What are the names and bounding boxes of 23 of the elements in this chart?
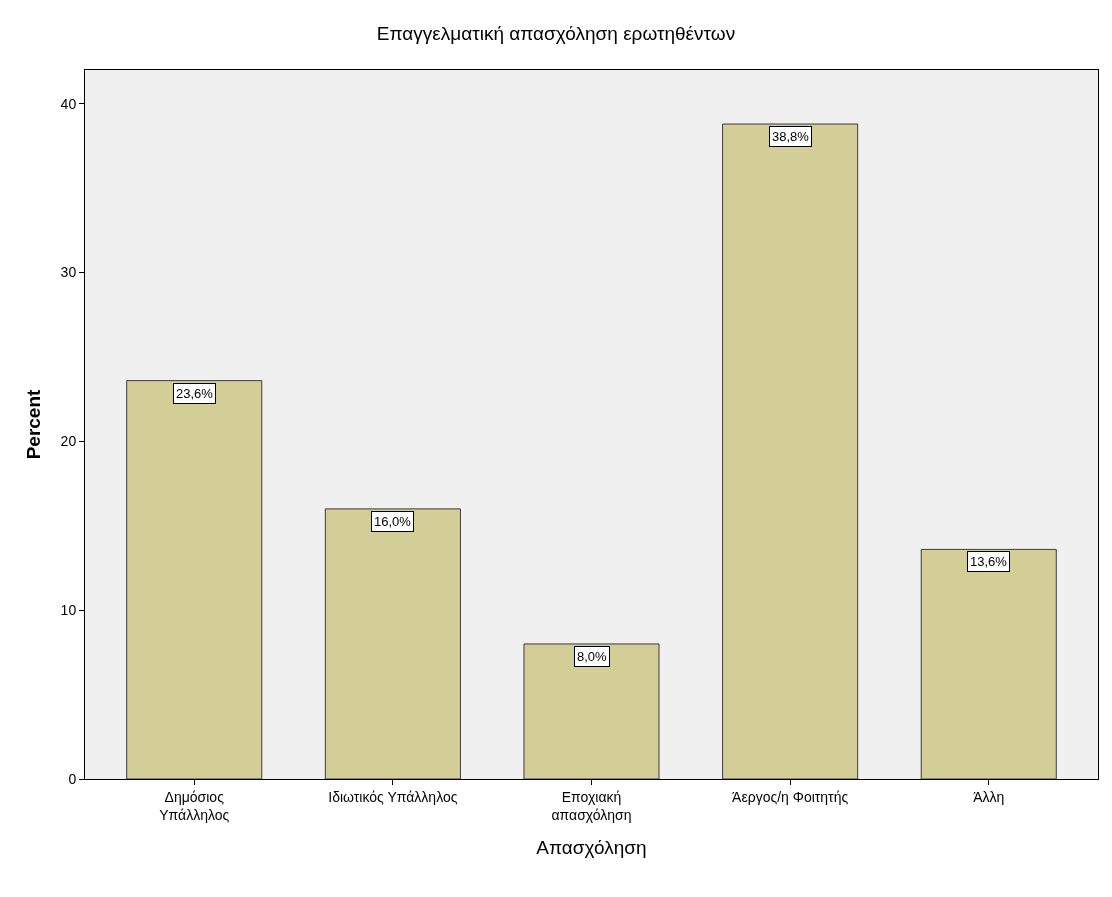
y-tick-label: 20 <box>60 433 77 450</box>
y-tick-label: 30 <box>60 264 77 281</box>
data-label: 38,8% <box>772 129 810 144</box>
x-axis-title: Απασχόληση <box>536 836 647 858</box>
chart-title: Επαγγελματική απασχόληση ερωτηθέντων <box>376 23 736 45</box>
data-label: 8,0% <box>577 649 608 664</box>
x-tick-label: Δημόσιος Υπάλληλος <box>159 788 230 823</box>
x-tick-label: Άλλη <box>973 788 1005 805</box>
x-tick-label: Ιδιωτικός Υπάλληλος <box>328 788 458 805</box>
bar <box>722 123 859 779</box>
bar <box>126 380 263 779</box>
data-label: 16,0% <box>374 514 412 529</box>
y-tick-label: 0 <box>68 770 77 787</box>
y-axis-title: Percent <box>23 388 45 460</box>
bar <box>920 548 1057 779</box>
bar <box>324 508 461 779</box>
y-tick-label: 40 <box>60 95 77 112</box>
y-tick-label: 10 <box>60 602 77 619</box>
x-tick-label: Εποχιακή απασχόληση <box>551 788 632 823</box>
bar <box>523 643 660 779</box>
data-label: 23,6% <box>176 386 214 401</box>
x-tick-label: Άεργος/η Φοιτητής <box>732 788 849 805</box>
data-label: 13,6% <box>970 554 1008 569</box>
